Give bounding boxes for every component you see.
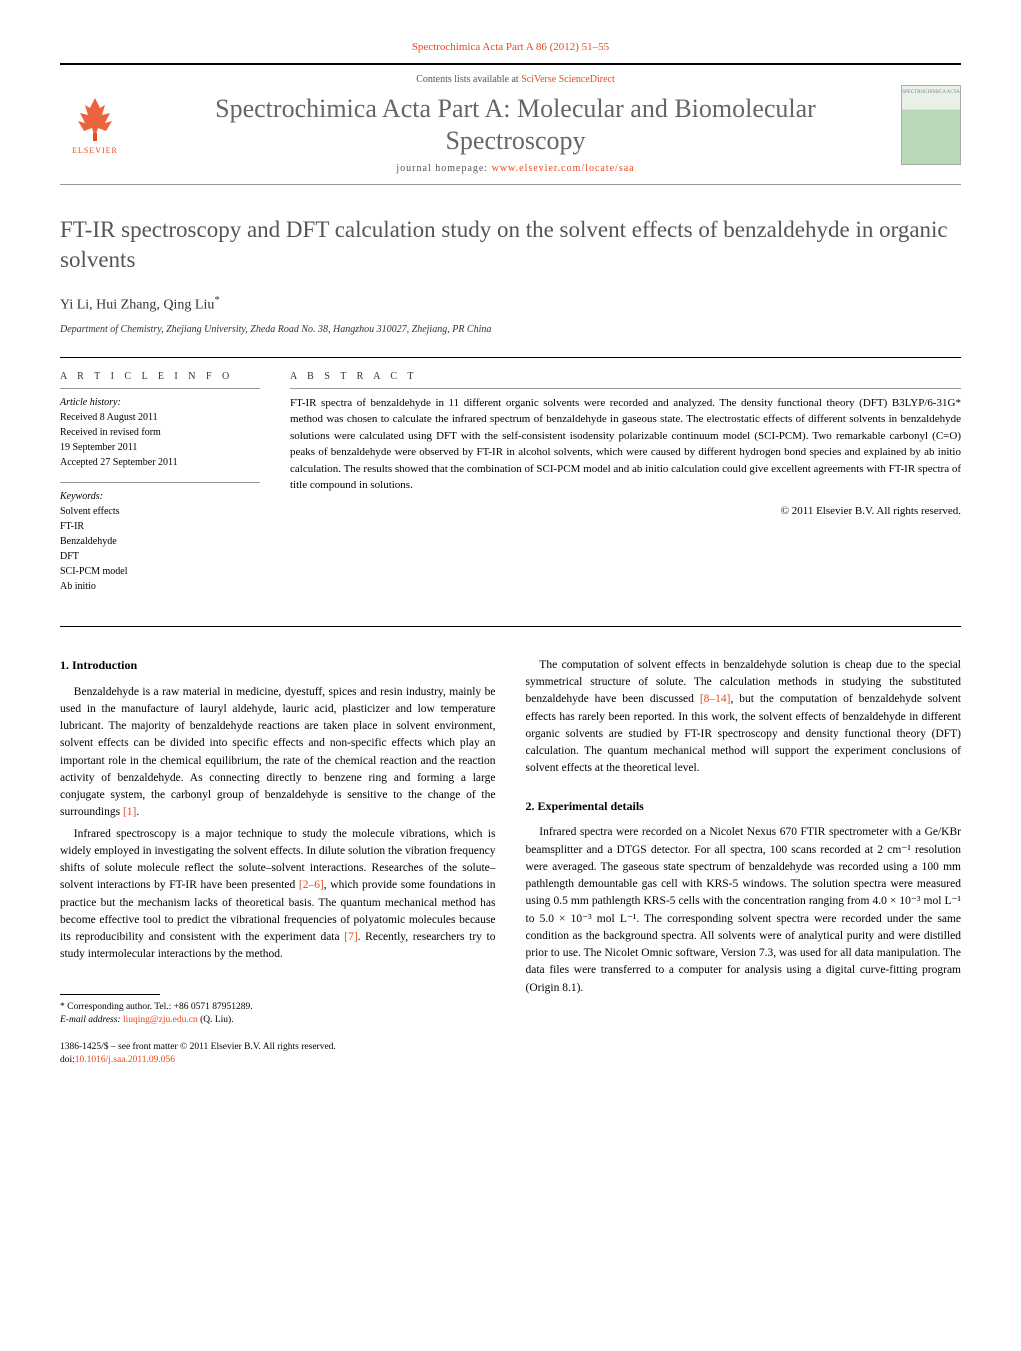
journal-reference: Spectrochimica Acta Part A 86 (2012) 51–… — [60, 40, 961, 55]
abstract-divider — [290, 388, 961, 389]
keywords-label: Keywords: — [60, 489, 260, 504]
citation-link[interactable]: [7] — [344, 931, 357, 943]
received-date: Received 8 August 2011 — [60, 410, 260, 425]
doi-prefix: doi: — [60, 1055, 75, 1065]
keyword: Ab initio — [60, 579, 260, 594]
journal-title: Spectrochimica Acta Part A: Molecular an… — [150, 93, 881, 155]
doi-block: 1386-1425/$ – see front matter © 2011 El… — [60, 1041, 496, 1068]
elsevier-tree-icon — [70, 93, 120, 143]
right-column: The computation of solvent effects in be… — [526, 657, 962, 1068]
left-column: 1. Introduction Benzaldehyde is a raw ma… — [60, 657, 496, 1068]
article-info-heading: A R T I C L E I N F O — [60, 370, 260, 384]
citation-link[interactable]: [8–14] — [700, 693, 731, 705]
header-center: Contents lists available at SciVerse Sci… — [130, 73, 901, 175]
journal-cover-text: SPECTROCHIMICA ACTA — [902, 86, 960, 96]
article-title: FT-IR spectroscopy and DFT calculation s… — [60, 215, 961, 275]
revised-line1: Received in revised form — [60, 425, 260, 440]
accepted-date: Accepted 27 September 2011 — [60, 455, 260, 470]
article-info-column: A R T I C L E I N F O Article history: R… — [60, 370, 260, 606]
intro-paragraph-2: Infrared spectroscopy is a major techniq… — [60, 826, 496, 964]
journal-header: ELSEVIER Contents lists available at Sci… — [60, 63, 961, 184]
corr-email-line: E-mail address: liuqing@zju.edu.cn (Q. L… — [60, 1014, 496, 1027]
history-label: Article history: — [60, 395, 260, 410]
contents-available-line: Contents lists available at SciVerse Sci… — [150, 73, 881, 87]
keyword: DFT — [60, 549, 260, 564]
section-heading-intro: 1. Introduction — [60, 657, 496, 674]
abstract-copyright: © 2011 Elsevier B.V. All rights reserved… — [290, 504, 961, 519]
abstract-column: A B S T R A C T FT-IR spectra of benzald… — [290, 370, 961, 606]
contents-prefix: Contents lists available at — [416, 74, 521, 85]
p1-end: . — [136, 806, 139, 818]
citation-link[interactable]: [1] — [123, 806, 136, 818]
info-divider — [60, 482, 260, 483]
section-heading-experimental: 2. Experimental details — [526, 798, 962, 815]
homepage-url[interactable]: www.elsevier.com/locate/saa — [492, 163, 635, 174]
intro-paragraph-3: The computation of solvent effects in be… — [526, 657, 962, 778]
corr-tel: * Corresponding author. Tel.: +86 0571 8… — [60, 1001, 496, 1014]
email-suffix: (Q. Liu). — [198, 1015, 234, 1025]
revised-line2: 19 September 2011 — [60, 440, 260, 455]
info-divider — [60, 388, 260, 389]
front-matter-line: 1386-1425/$ – see front matter © 2011 El… — [60, 1041, 496, 1054]
keyword: SCI-PCM model — [60, 564, 260, 579]
keyword: Benzaldehyde — [60, 534, 260, 549]
elsevier-logo: ELSEVIER — [60, 85, 130, 165]
keyword: FT-IR — [60, 519, 260, 534]
abstract-heading: A B S T R A C T — [290, 370, 961, 384]
corresponding-author-footnote: * Corresponding author. Tel.: +86 0571 8… — [60, 1001, 496, 1028]
elsevier-label: ELSEVIER — [72, 145, 118, 156]
intro-paragraph-1: Benzaldehyde is a raw material in medici… — [60, 684, 496, 822]
citation-link[interactable]: [2–6] — [299, 879, 324, 891]
experimental-paragraph-1: Infrared spectra were recorded on a Nico… — [526, 824, 962, 997]
divider — [60, 626, 961, 627]
authors-line: Yi Li, Hui Zhang, Qing Liu* — [60, 293, 961, 315]
email-link[interactable]: liuqing@zju.edu.cn — [123, 1015, 198, 1025]
p3-end: , but the computation of benzaldehyde so… — [526, 693, 962, 774]
p1-text: Benzaldehyde is a raw material in medici… — [60, 686, 496, 819]
info-abstract-row: A R T I C L E I N F O Article history: R… — [60, 370, 961, 606]
authors-names: Yi Li, Hui Zhang, Qing Liu — [60, 297, 214, 312]
corresponding-asterisk: * — [214, 294, 220, 306]
doi-line: doi:10.1016/j.saa.2011.09.056 — [60, 1054, 496, 1067]
homepage-line: journal homepage: www.elsevier.com/locat… — [150, 162, 881, 176]
journal-cover-thumbnail: SPECTROCHIMICA ACTA — [901, 85, 961, 165]
sciencedirect-link[interactable]: SciVerse ScienceDirect — [521, 74, 615, 85]
keyword: Solvent effects — [60, 504, 260, 519]
homepage-prefix: journal homepage: — [396, 163, 491, 174]
affiliation: Department of Chemistry, Zhejiang Univer… — [60, 323, 961, 337]
abstract-text: FT-IR spectra of benzaldehyde in 11 diff… — [290, 395, 961, 494]
email-label: E-mail address: — [60, 1015, 123, 1025]
article-history-block: Article history: Received 8 August 2011 … — [60, 395, 260, 470]
divider — [60, 357, 961, 358]
doi-link[interactable]: 10.1016/j.saa.2011.09.056 — [75, 1055, 175, 1065]
footnote-divider — [60, 994, 160, 995]
body-columns: 1. Introduction Benzaldehyde is a raw ma… — [60, 657, 961, 1068]
keywords-block: Keywords: Solvent effects FT-IR Benzalde… — [60, 489, 260, 594]
